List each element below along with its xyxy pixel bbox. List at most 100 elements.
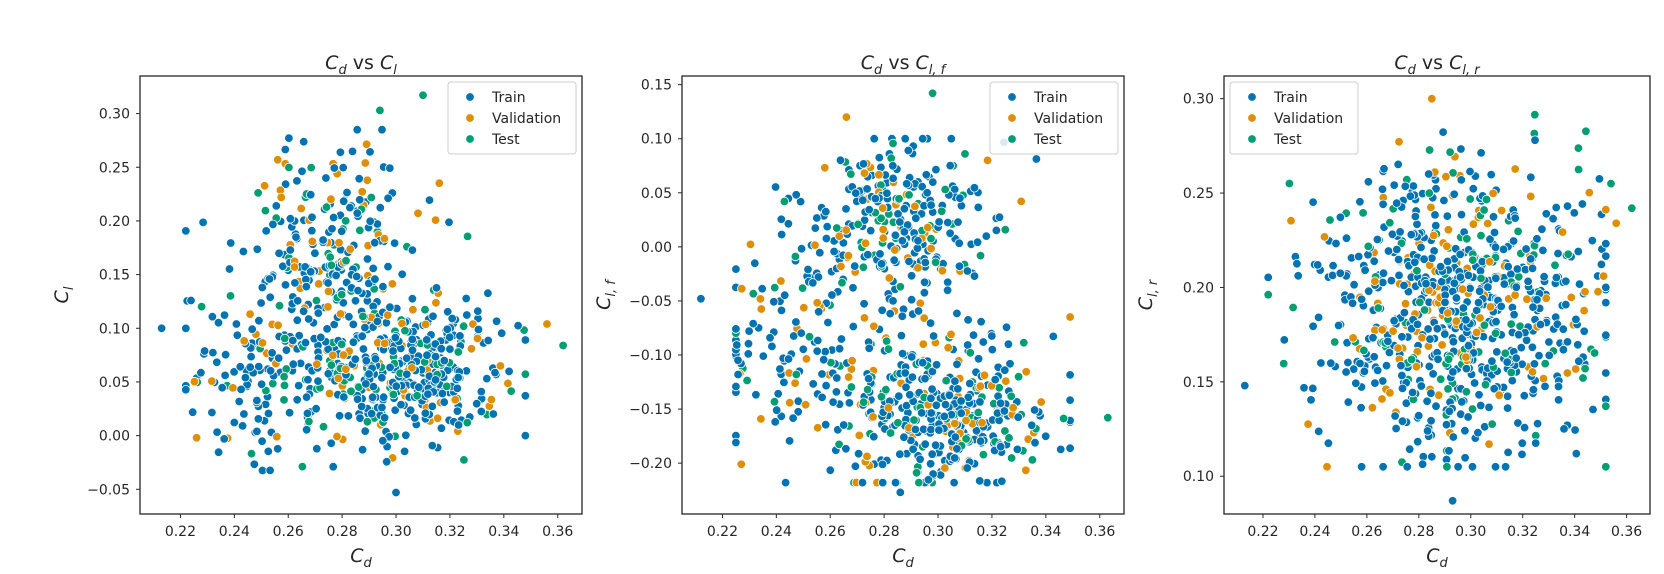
point-train xyxy=(375,202,386,213)
point-test xyxy=(1581,126,1591,137)
point-train xyxy=(1422,396,1432,407)
point-validation xyxy=(1348,333,1358,343)
point-test xyxy=(975,250,986,261)
point-train xyxy=(1013,412,1023,422)
point-validation xyxy=(259,181,270,191)
point-train xyxy=(853,449,864,459)
point-train xyxy=(1509,309,1519,320)
point-train xyxy=(1527,342,1538,353)
point-train xyxy=(273,444,283,454)
point-test xyxy=(1284,178,1295,189)
point-train xyxy=(1279,335,1290,345)
point-test xyxy=(876,213,886,224)
point-train xyxy=(1488,212,1499,222)
point-validation xyxy=(334,238,344,248)
point-test xyxy=(1373,303,1384,313)
point-validation xyxy=(1437,340,1447,350)
point-train xyxy=(1475,400,1486,411)
point-validation xyxy=(913,263,923,273)
point-train xyxy=(1438,127,1448,137)
point-train xyxy=(1442,211,1453,221)
point-test xyxy=(960,149,970,159)
point-validation xyxy=(296,203,306,214)
point-test xyxy=(1589,348,1600,358)
point-train xyxy=(1308,321,1318,332)
point-train xyxy=(949,477,959,488)
point-train xyxy=(453,372,463,383)
point-test xyxy=(1263,290,1273,300)
point-train xyxy=(1455,249,1465,260)
point-train xyxy=(186,295,196,306)
point-test xyxy=(1412,266,1422,276)
point-validation xyxy=(1562,368,1573,378)
x-tick-label: 0.30 xyxy=(380,524,411,540)
point-train xyxy=(907,352,917,362)
point-validation xyxy=(800,400,811,410)
point-train xyxy=(926,408,936,418)
point-train xyxy=(229,417,240,428)
point-test xyxy=(1278,358,1289,369)
point-train xyxy=(1532,234,1542,244)
point-validation xyxy=(862,451,872,462)
point-train xyxy=(1407,387,1418,398)
point-test xyxy=(400,326,410,336)
point-train xyxy=(1427,452,1437,462)
point-validation xyxy=(1484,439,1494,449)
point-train xyxy=(439,397,449,407)
point-train xyxy=(832,373,842,383)
point-validation xyxy=(869,321,879,332)
point-train xyxy=(1391,198,1402,208)
point-validation xyxy=(940,463,950,473)
point-train xyxy=(1569,208,1580,218)
point-validation xyxy=(890,245,900,255)
point-validation xyxy=(434,178,445,188)
x-tick-label: 0.36 xyxy=(542,524,573,540)
point-train xyxy=(355,413,365,423)
point-train xyxy=(1601,297,1611,308)
point-train xyxy=(520,430,531,441)
point-train xyxy=(784,436,795,446)
point-train xyxy=(821,380,831,391)
point-train xyxy=(835,155,846,166)
point-validation xyxy=(801,354,812,364)
point-train xyxy=(877,305,887,316)
point-validation xyxy=(1522,294,1532,304)
point-train xyxy=(1440,297,1450,308)
point-test xyxy=(914,477,924,488)
point-train xyxy=(1328,260,1338,271)
point-train xyxy=(828,397,838,407)
point-train xyxy=(733,355,743,366)
point-train xyxy=(407,294,418,304)
point-train xyxy=(990,374,1000,385)
point-train xyxy=(234,396,244,407)
point-train xyxy=(1031,154,1042,164)
point-validation xyxy=(408,305,418,315)
point-test xyxy=(927,88,938,99)
point-train xyxy=(212,427,222,437)
x-tick-label: 0.34 xyxy=(488,524,519,540)
point-test xyxy=(311,295,322,306)
point-train xyxy=(1461,363,1472,374)
point-validation xyxy=(884,273,895,283)
point-validation xyxy=(859,313,870,323)
point-train xyxy=(917,408,927,418)
point-train xyxy=(1384,347,1395,358)
point-validation xyxy=(314,279,324,289)
point-train xyxy=(1048,331,1059,342)
point-train xyxy=(187,407,198,417)
point-test xyxy=(274,301,285,311)
point-train xyxy=(1451,293,1462,303)
point-test xyxy=(846,382,857,392)
point-train xyxy=(391,381,402,391)
point-test xyxy=(770,282,780,293)
point-validation xyxy=(1488,188,1498,199)
point-test xyxy=(1578,373,1588,383)
point-test xyxy=(1563,249,1573,260)
point-train xyxy=(352,208,363,218)
point-train xyxy=(294,380,304,391)
point-train xyxy=(956,200,967,211)
point-train xyxy=(378,436,388,446)
point-train xyxy=(850,261,860,271)
point-train xyxy=(472,399,482,409)
y-tick-label: −0.05 xyxy=(629,294,672,310)
